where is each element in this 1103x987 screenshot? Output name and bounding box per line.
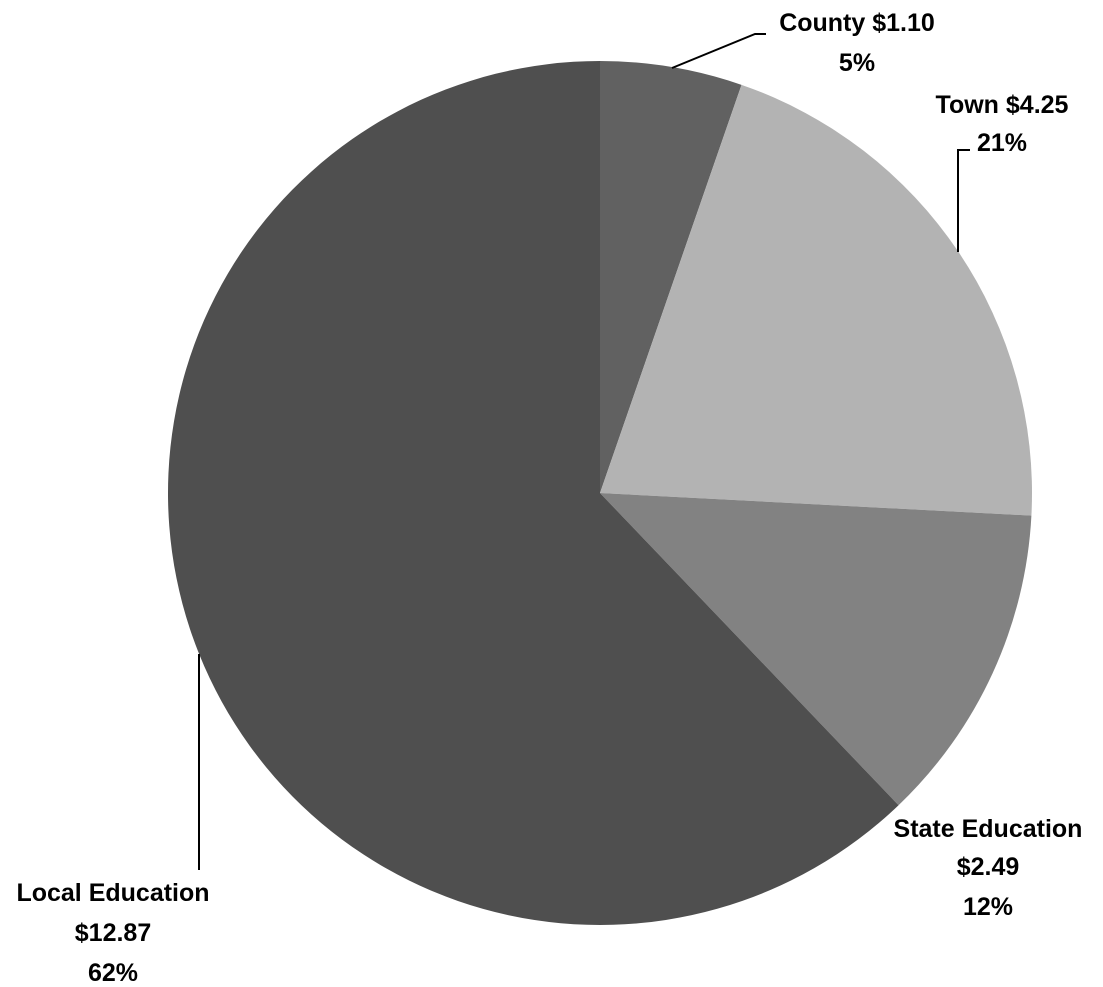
data-label-local-education: Local Education $12.87 62%	[16, 879, 209, 987]
leader-line-county	[671, 33, 766, 69]
pie-slices	[167, 61, 1032, 925]
pie-slice-local-education	[167, 61, 899, 925]
pie-slice-town	[600, 84, 1032, 516]
data-labels: County $1.10 5%Town $4.25 21% State Educati…	[16, 9, 1082, 987]
pie-slice-state-education	[600, 493, 1032, 806]
leader-lines	[198, 33, 970, 870]
leader-line-town	[957, 149, 970, 252]
data-label-state-education: State Education $2.49 12%	[894, 815, 1083, 921]
data-label-county: County $1.10 5%	[779, 9, 935, 77]
data-label-town: Town $4.25 21%	[936, 91, 1069, 157]
pie-slice-county	[600, 61, 742, 493]
